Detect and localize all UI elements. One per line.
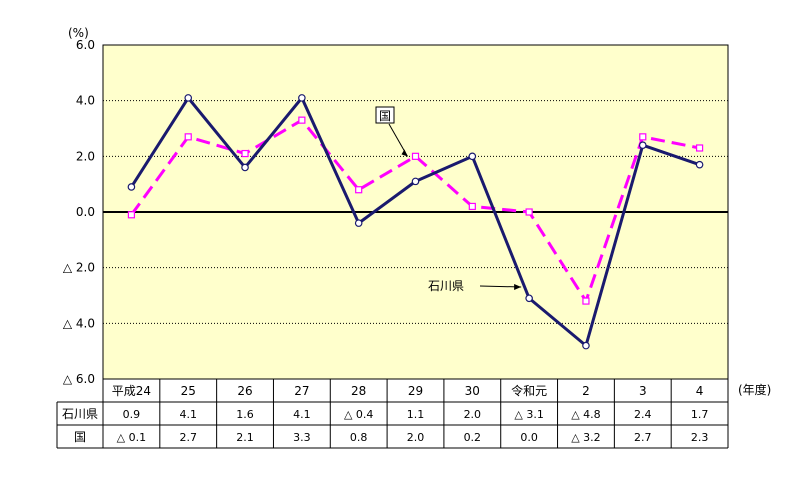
y-tick-label: △ 6.0 (63, 372, 95, 386)
data-point-ishikawa (298, 94, 306, 102)
y-tick-label: 6.0 (76, 38, 95, 52)
table-row-header: 国 (74, 430, 86, 444)
y-tick-label: 0.0 (76, 205, 95, 219)
data-point-ishikawa (241, 163, 249, 172)
table-cell: 2.7 (634, 431, 652, 444)
data-point-national (184, 133, 192, 141)
table-cell: 0.9 (123, 408, 141, 421)
data-point-ishikawa (354, 219, 363, 227)
table-cell: 3.3 (293, 431, 311, 444)
data-point-national (639, 133, 647, 141)
data-point-national (241, 149, 249, 158)
x-tick-label: 4 (696, 384, 704, 398)
arrowhead (401, 149, 408, 157)
data-point-ishikawa (582, 341, 590, 350)
table-cell: 2.3 (691, 431, 709, 444)
table-row-header: 石川県 (62, 407, 98, 421)
table-cell: △ 4.8 (571, 408, 600, 421)
table-cell: 0.0 (520, 431, 538, 444)
data-point-ishikawa (411, 177, 420, 186)
data-point-national (127, 211, 136, 219)
x-unit-label: (年度) (738, 382, 771, 397)
x-tick-label: 26 (237, 384, 252, 398)
table-cell: 2.0 (464, 408, 482, 421)
table-cell: 4.1 (179, 408, 197, 421)
y-tick-label: 4.0 (76, 94, 95, 108)
table-cell: 2.1 (236, 431, 254, 444)
table-cell: 4.1 (293, 408, 311, 421)
table-cell: 1.7 (691, 408, 709, 421)
callout-label-ishikawa: 石川県 (428, 279, 464, 293)
x-tick-label: 25 (181, 384, 196, 398)
data-point-national (411, 152, 420, 160)
table-cell: 2.0 (407, 431, 425, 444)
data-table: 平成24 25 26 27 28 29 30 令和元 2 3 4 石川県 0.9 4.1 1.6 4.1 △ 0… (56, 378, 729, 449)
table-cell: 0.8 (350, 431, 368, 444)
y-axis-tick-labels: 6.0 4.0 2.0 0.0 △ 2.0 △ 4.0 △ 6.0 (63, 38, 95, 386)
data-point-ishikawa (525, 294, 533, 303)
data-point-ishikawa (184, 94, 193, 102)
x-tick-label: 平成24 (112, 384, 151, 398)
data-point-national (695, 144, 704, 152)
data-point-national (298, 116, 306, 124)
x-tick-label: 27 (294, 384, 309, 398)
table-cell: △ 0.1 (117, 431, 146, 444)
y-tick-label: △ 2.0 (63, 261, 95, 275)
data-point-ishikawa (695, 160, 704, 169)
series-line-national (130, 118, 700, 303)
series-layer (127, 94, 704, 350)
table-cell: △ 3.1 (514, 408, 543, 421)
x-tick-label: 29 (408, 384, 423, 398)
x-tick-label: 3 (639, 384, 647, 398)
y-tick-label: △ 4.0 (63, 316, 95, 330)
table-cell: △ 3.2 (571, 431, 600, 444)
table-cell: 2.7 (179, 431, 197, 444)
y-unit-label: (%) (68, 26, 89, 40)
arrowhead (514, 284, 522, 290)
table-cell: 0.2 (464, 431, 482, 444)
table-cell: 1.1 (407, 408, 425, 421)
callout-box-national (375, 106, 395, 124)
x-tick-label: 2 (582, 384, 590, 398)
table-cell: 1.6 (236, 408, 254, 421)
x-tick-label: 30 (465, 384, 480, 398)
y-tick-label: 2.0 (76, 149, 95, 163)
data-point-ishikawa (468, 152, 477, 161)
x-tick-label: 28 (351, 384, 366, 398)
data-point-ishikawa (127, 183, 136, 191)
callout-label-national: 国 (379, 109, 391, 123)
data-point-national (468, 202, 476, 211)
data-point-national (355, 186, 363, 194)
table-cell: 2.4 (634, 408, 652, 421)
data-point-ishikawa (638, 141, 647, 150)
data-point-national (525, 208, 533, 216)
x-tick-label: 令和元 (511, 383, 547, 398)
data-point-national (582, 297, 590, 305)
table-cell: △ 0.4 (344, 408, 373, 421)
